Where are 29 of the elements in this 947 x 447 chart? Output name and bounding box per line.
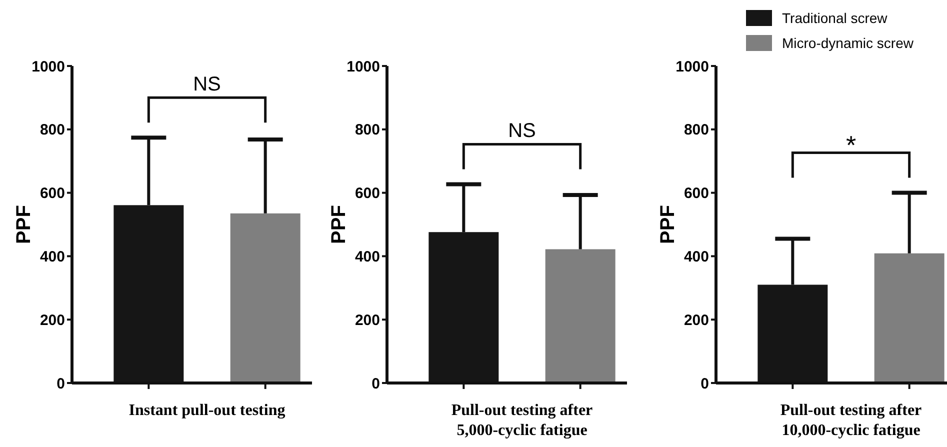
y-tick-label: 0	[56, 375, 65, 392]
x-axis-title: Pull-out testing after 5,000-cyclic fatigue	[451, 402, 593, 439]
y-tick-label: 1000	[346, 58, 380, 76]
x-axis-title: Instant pull-out testing	[128, 402, 286, 419]
y-tick-label: 600	[354, 185, 380, 202]
y-tick-label: 200	[40, 312, 65, 329]
y-tick-label: 200	[684, 312, 709, 329]
annotation: NS	[193, 74, 221, 96]
y-tick-label: 800	[684, 122, 709, 139]
y-tick-label: 400	[40, 248, 65, 266]
y-tick-label: 400	[354, 248, 380, 266]
legend-label: Micro-dynamic screw	[782, 34, 914, 51]
y-tick-label: 800	[354, 122, 380, 139]
annotation: *	[846, 130, 856, 160]
y-tick-label: 0	[700, 375, 709, 392]
y-tick-label: 1000	[676, 58, 709, 76]
y-axis-title: PPF	[13, 205, 35, 244]
y-axis-title: PPF	[328, 205, 350, 244]
y-tick-label: 600	[684, 185, 709, 202]
y-tick-label: 800	[40, 122, 65, 139]
y-tick-label: 400	[684, 248, 709, 266]
x-axis-title: Pull-out testing after 10,000-cyclic fatigue	[780, 402, 922, 439]
annotation: NS	[508, 120, 536, 142]
legend-label: Traditional screw	[782, 10, 888, 26]
y-tick-label: 1000	[32, 58, 65, 76]
y-tick-label: 0	[372, 375, 380, 392]
y-tick-label: 200	[354, 312, 380, 329]
y-axis-title: PPF	[657, 205, 679, 244]
y-tick-label: 600	[40, 185, 65, 202]
